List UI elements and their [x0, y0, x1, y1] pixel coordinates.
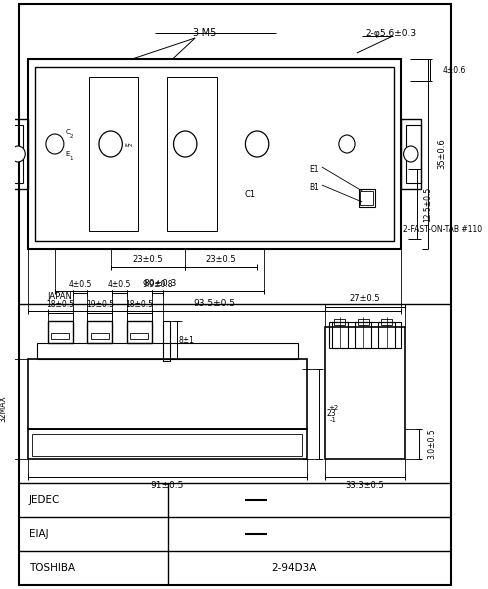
Text: 4±0.6: 4±0.6	[441, 65, 465, 74]
Text: 19±0.5: 19±0.5	[85, 299, 114, 309]
Text: 23±0.5: 23±0.5	[132, 254, 163, 263]
Bar	[28, 359, 306, 429]
Text: 2: 2	[69, 134, 73, 138]
Bar	[400, 119, 420, 189]
Text: E: E	[65, 151, 70, 157]
Text: E: E	[125, 142, 130, 146]
Bar	[334, 319, 345, 325]
Bar	[37, 343, 297, 359]
Bar	[126, 321, 152, 343]
Text: 12.5±0.5: 12.5±0.5	[423, 186, 431, 221]
Bar	[378, 322, 394, 348]
Bar	[8, 119, 28, 189]
Bar	[380, 319, 391, 325]
Bar	[32, 434, 302, 456]
Bar	[28, 429, 306, 459]
Text: 27±0.5: 27±0.5	[349, 293, 380, 303]
Text: -1: -1	[329, 417, 336, 423]
Text: 91±0.5: 91±0.5	[150, 481, 183, 491]
Text: JAPAN: JAPAN	[48, 292, 72, 300]
Bar	[163, 321, 170, 361]
Text: 18±0.5: 18±0.5	[125, 299, 153, 309]
Bar	[167, 77, 216, 231]
Bar	[357, 319, 368, 325]
Text: E1: E1	[308, 164, 318, 174]
Text: 80±0.3: 80±0.3	[142, 279, 176, 287]
Text: TOSHIBA: TOSHIBA	[29, 563, 75, 573]
Circle shape	[245, 131, 268, 157]
Text: 35±0.6: 35±0.6	[437, 138, 446, 170]
Circle shape	[99, 131, 122, 157]
Text: 33.3±0.5: 33.3±0.5	[345, 481, 384, 491]
Text: 2-φ5.6±0.3: 2-φ5.6±0.3	[365, 28, 416, 38]
Bar	[91, 333, 109, 339]
Text: 18±0.5: 18±0.5	[46, 299, 74, 309]
Bar	[8, 125, 22, 183]
Bar	[354, 322, 370, 348]
Bar	[130, 333, 148, 339]
Text: 9.9±0.8: 9.9±0.8	[142, 280, 172, 289]
Text: 93.5±0.5: 93.5±0.5	[193, 299, 235, 307]
Circle shape	[338, 135, 354, 153]
Text: 2: 2	[128, 143, 133, 145]
Bar	[51, 333, 69, 339]
Circle shape	[11, 146, 25, 162]
Text: 23±0.5: 23±0.5	[205, 254, 236, 263]
Bar	[87, 321, 112, 343]
Bar	[406, 125, 420, 183]
Text: 3.0±0.5: 3.0±0.5	[426, 429, 435, 459]
Circle shape	[46, 134, 64, 154]
Text: 4±0.5: 4±0.5	[108, 280, 131, 289]
Text: 23: 23	[326, 409, 336, 419]
Bar	[360, 191, 372, 205]
Text: 8±1: 8±1	[178, 336, 194, 345]
Text: C1: C1	[244, 190, 255, 198]
Text: 3-M5: 3-M5	[191, 28, 216, 38]
Bar	[48, 321, 73, 343]
Bar	[35, 67, 393, 241]
Circle shape	[403, 146, 417, 162]
Circle shape	[173, 131, 197, 157]
Bar	[89, 77, 138, 231]
Bar	[331, 322, 347, 348]
Text: EIAJ: EIAJ	[29, 529, 48, 539]
Bar	[328, 322, 400, 348]
Text: 2-94D3A: 2-94D3A	[271, 563, 316, 573]
Text: 2-FAST-ON-TAB #110: 2-FAST-ON-TAB #110	[402, 224, 481, 233]
Text: C: C	[65, 129, 70, 135]
Bar	[358, 189, 374, 207]
Text: JEDEC: JEDEC	[29, 495, 60, 505]
Bar	[324, 327, 405, 459]
Text: 4±0.5: 4±0.5	[68, 280, 92, 289]
Text: B1: B1	[308, 183, 319, 191]
Text: 32MAX: 32MAX	[0, 396, 7, 422]
Text: 1: 1	[69, 155, 73, 160]
Bar	[28, 59, 400, 249]
Text: +2: +2	[328, 405, 338, 411]
